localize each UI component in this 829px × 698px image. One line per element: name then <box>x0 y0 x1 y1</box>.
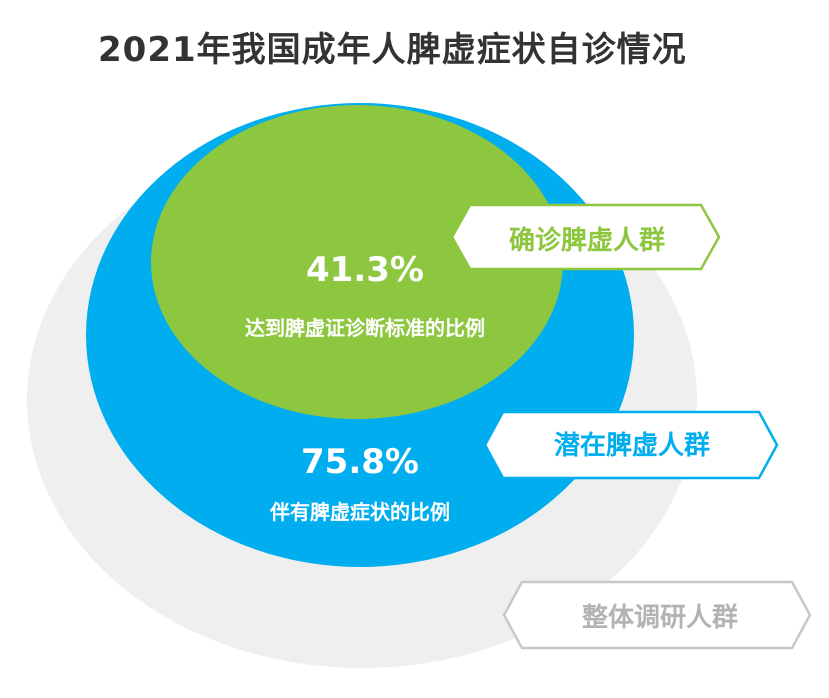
tag-potential-label: 潜在脾虚人群 <box>553 431 710 461</box>
tag-overall-label: 整体调研人群 <box>581 603 738 633</box>
tag-diagnosed-frame <box>450 203 721 271</box>
tag-overall-frame <box>502 580 812 650</box>
diagnosed-percentage: 41.3% <box>306 250 424 290</box>
chart-title: 2021年我国成年人脾虚症状自诊情况 <box>98 30 687 70</box>
potential-description: 伴有脾虚症状的比例 <box>270 500 450 524</box>
tag-potential-frame <box>483 410 779 480</box>
diagnosed-description: 达到脾虚证诊断标准的比例 <box>245 316 485 340</box>
tag-diagnosed-label: 确诊脾虚人群 <box>508 226 665 256</box>
potential-percentage: 75.8% <box>301 442 419 482</box>
circle-diagnosed-group <box>151 105 563 419</box>
